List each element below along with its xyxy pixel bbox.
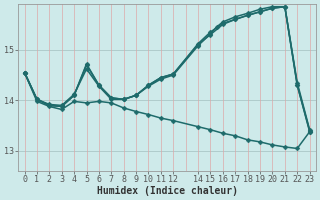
X-axis label: Humidex (Indice chaleur): Humidex (Indice chaleur) xyxy=(97,186,237,196)
